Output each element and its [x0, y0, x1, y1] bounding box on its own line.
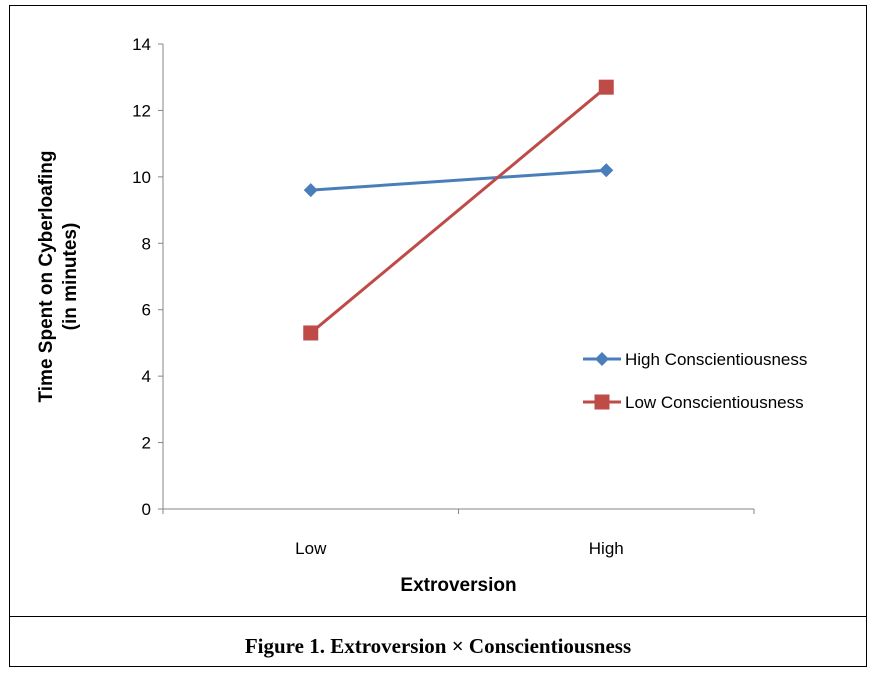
y-tick-label: 8 [142, 234, 151, 253]
x-tick-label: High [589, 539, 624, 558]
series-line-high-conscientiousness [310, 168, 607, 192]
legend-label-low-conscientiousness: Low Conscientiousness [625, 393, 804, 412]
y-axis-title-line: Time Spent on Cyberloafing [36, 151, 57, 403]
y-axis-title-line: (in minutes) [60, 223, 81, 331]
data-point-low-conscientiousness [303, 325, 319, 341]
series-line-low-conscientiousness [309, 86, 608, 335]
y-tick-label: 12 [132, 101, 151, 120]
figure-frame: 0 2 4 6 8 10 12 14 Low High Extroversion Time Spent… [9, 5, 867, 667]
y-tick-label: 0 [142, 500, 151, 519]
data-point-high-conscientiousness [599, 163, 614, 178]
y-tick-label: 6 [142, 301, 151, 320]
data-point-high-conscientiousness [303, 183, 318, 198]
y-tick-label: 4 [142, 367, 151, 386]
legend-label-high-conscientiousness: High Conscientiousness [625, 350, 807, 369]
x-axis-title: Extroversion [400, 575, 516, 596]
data-point-low-conscientiousness [598, 79, 614, 95]
line-chart: 0 2 4 6 8 10 12 14 Low High Extroversion Time Spent… [36, 35, 807, 596]
y-tick-label: 2 [142, 434, 151, 453]
y-tick-label: 14 [132, 35, 151, 54]
y-tick-label: 10 [132, 168, 151, 187]
legend-marker-high-conscientiousness [595, 352, 609, 366]
caption-divider [10, 616, 866, 617]
legend-marker-low-conscientiousness [594, 394, 610, 410]
x-tick-label: Low [295, 539, 327, 558]
figure-caption: Figure 1. Extroversion × Conscientiousne… [244, 634, 632, 658]
